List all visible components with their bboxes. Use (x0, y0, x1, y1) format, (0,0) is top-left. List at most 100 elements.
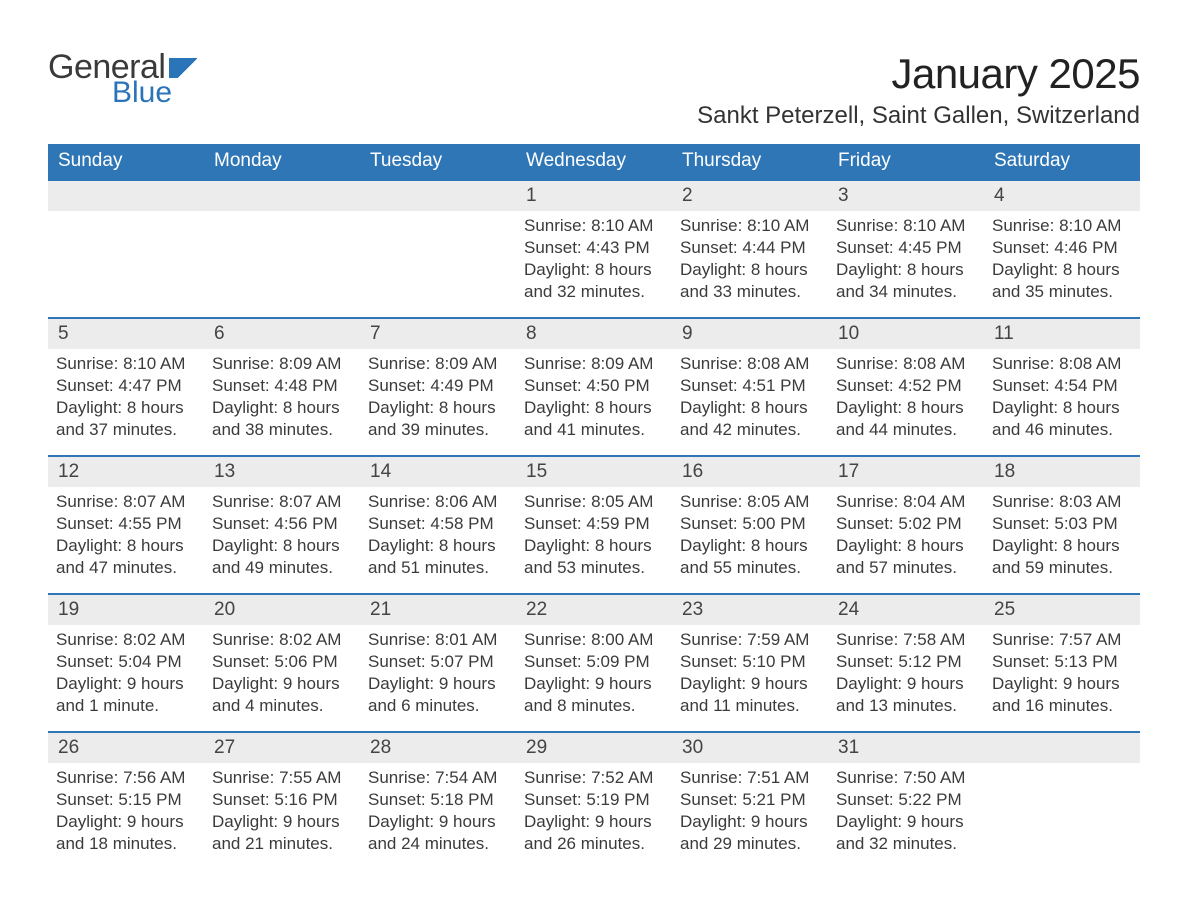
day-cell: 7 Sunrise: 8:09 AM Sunset: 4:49 PM Daylig… (360, 319, 516, 455)
day-cell: 16 Sunrise: 8:05 AM Sunset: 5:00 PM Dayli… (672, 457, 828, 593)
day-cell (360, 181, 516, 317)
day-details: Sunrise: 8:08 AM Sunset: 4:51 PM Dayligh… (680, 353, 820, 440)
day-number: 12 (48, 457, 204, 487)
day-details: Sunrise: 7:57 AM Sunset: 5:13 PM Dayligh… (992, 629, 1132, 716)
day-cell: 24 Sunrise: 7:58 AM Sunset: 5:12 PM Dayli… (828, 595, 984, 731)
day-number: 16 (672, 457, 828, 487)
day-details: Sunrise: 8:07 AM Sunset: 4:55 PM Dayligh… (56, 491, 196, 578)
title-block: January 2025 Sankt Peterzell, Saint Gall… (697, 50, 1140, 130)
weekday-header: Friday (828, 144, 984, 179)
day-details: Sunrise: 8:10 AM Sunset: 4:45 PM Dayligh… (836, 215, 976, 302)
weekday-header: Thursday (672, 144, 828, 179)
day-cell: 5 Sunrise: 8:10 AM Sunset: 4:47 PM Daylig… (48, 319, 204, 455)
logo-word-blue: Blue (112, 78, 197, 108)
week-row: 26 Sunrise: 7:56 AM Sunset: 5:15 PM Dayli… (48, 731, 1140, 869)
month-title: January 2025 (697, 50, 1140, 98)
day-cell: 22 Sunrise: 8:00 AM Sunset: 5:09 PM Dayli… (516, 595, 672, 731)
day-number: 24 (828, 595, 984, 625)
day-details: Sunrise: 8:10 AM Sunset: 4:44 PM Dayligh… (680, 215, 820, 302)
day-number: 25 (984, 595, 1140, 625)
day-number: 31 (828, 733, 984, 763)
day-details: Sunrise: 8:05 AM Sunset: 5:00 PM Dayligh… (680, 491, 820, 578)
day-number: 9 (672, 319, 828, 349)
day-number: 30 (672, 733, 828, 763)
day-number: 2 (672, 181, 828, 211)
day-details: Sunrise: 8:10 AM Sunset: 4:47 PM Dayligh… (56, 353, 196, 440)
weekday-header: Tuesday (360, 144, 516, 179)
day-number: 5 (48, 319, 204, 349)
day-cell: 9 Sunrise: 8:08 AM Sunset: 4:51 PM Daylig… (672, 319, 828, 455)
day-number (984, 733, 1140, 763)
day-details: Sunrise: 8:09 AM Sunset: 4:48 PM Dayligh… (212, 353, 352, 440)
calendar-page: General Blue January 2025 Sankt Peterzel… (0, 0, 1188, 909)
day-cell: 27Sunrise: 7:55 AM Sunset: 5:16 PM Dayli… (204, 733, 360, 869)
day-cell: 4Sunrise: 8:10 AM Sunset: 4:46 PM Daylig… (984, 181, 1140, 317)
day-details: Sunrise: 7:58 AM Sunset: 5:12 PM Dayligh… (836, 629, 976, 716)
weekday-header: Sunday (48, 144, 204, 179)
day-cell: 21Sunrise: 8:01 AM Sunset: 5:07 PM Dayli… (360, 595, 516, 731)
day-number: 15 (516, 457, 672, 487)
week-row: 5 Sunrise: 8:10 AM Sunset: 4:47 PM Daylig… (48, 317, 1140, 455)
day-details: Sunrise: 8:05 AM Sunset: 4:59 PM Dayligh… (524, 491, 664, 578)
weekday-header-row: SundayMondayTuesdayWednesdayThursdayFrid… (48, 144, 1140, 179)
day-cell: 26 Sunrise: 7:56 AM Sunset: 5:15 PM Dayli… (48, 733, 204, 869)
day-details: Sunrise: 7:50 AM Sunset: 5:22 PM Dayligh… (836, 767, 976, 854)
day-cell: 13Sunrise: 8:07 AM Sunset: 4:56 PM Dayli… (204, 457, 360, 593)
day-cell (984, 733, 1140, 869)
day-cell: 20 Sunrise: 8:02 AM Sunset: 5:06 PM Dayli… (204, 595, 360, 731)
day-cell: 31 Sunrise: 7:50 AM Sunset: 5:22 PM Dayli… (828, 733, 984, 869)
day-cell: 2 Sunrise: 8:10 AM Sunset: 4:44 PM Daylig… (672, 181, 828, 317)
week-row: 19Sunrise: 8:02 AM Sunset: 5:04 PM Dayli… (48, 593, 1140, 731)
week-row: 1Sunrise: 8:10 AM Sunset: 4:43 PM Daylig… (48, 179, 1140, 317)
day-number: 20 (204, 595, 360, 625)
day-cell: 18 Sunrise: 8:03 AM Sunset: 5:03 PM Dayli… (984, 457, 1140, 593)
day-number: 14 (360, 457, 516, 487)
day-cell: 1Sunrise: 8:10 AM Sunset: 4:43 PM Daylig… (516, 181, 672, 317)
day-cell: 12 Sunrise: 8:07 AM Sunset: 4:55 PM Dayli… (48, 457, 204, 593)
logo-flag-icon (169, 58, 197, 78)
day-details: Sunrise: 8:07 AM Sunset: 4:56 PM Dayligh… (212, 491, 352, 578)
calendar-grid: SundayMondayTuesdayWednesdayThursdayFrid… (48, 144, 1140, 869)
day-details: Sunrise: 7:56 AM Sunset: 5:15 PM Dayligh… (56, 767, 196, 854)
day-number: 11 (984, 319, 1140, 349)
day-cell (204, 181, 360, 317)
day-cell: 15 Sunrise: 8:05 AM Sunset: 4:59 PM Dayli… (516, 457, 672, 593)
day-details: Sunrise: 8:03 AM Sunset: 5:03 PM Dayligh… (992, 491, 1132, 578)
day-details: Sunrise: 8:00 AM Sunset: 5:09 PM Dayligh… (524, 629, 664, 716)
day-details: Sunrise: 7:59 AM Sunset: 5:10 PM Dayligh… (680, 629, 820, 716)
day-details: Sunrise: 8:08 AM Sunset: 4:54 PM Dayligh… (992, 353, 1132, 440)
day-details: Sunrise: 8:10 AM Sunset: 4:43 PM Dayligh… (524, 215, 664, 302)
day-number: 23 (672, 595, 828, 625)
day-details: Sunrise: 8:09 AM Sunset: 4:50 PM Dayligh… (524, 353, 664, 440)
day-number: 26 (48, 733, 204, 763)
day-cell (48, 181, 204, 317)
day-number: 7 (360, 319, 516, 349)
day-number (204, 181, 360, 211)
day-details: Sunrise: 7:51 AM Sunset: 5:21 PM Dayligh… (680, 767, 820, 854)
day-number: 22 (516, 595, 672, 625)
day-cell: 11 Sunrise: 8:08 AM Sunset: 4:54 PM Dayli… (984, 319, 1140, 455)
day-cell: 17Sunrise: 8:04 AM Sunset: 5:02 PM Dayli… (828, 457, 984, 593)
day-number: 18 (984, 457, 1140, 487)
day-number: 10 (828, 319, 984, 349)
day-cell: 6Sunrise: 8:09 AM Sunset: 4:48 PM Daylig… (204, 319, 360, 455)
day-number (360, 181, 516, 211)
day-details: Sunrise: 8:04 AM Sunset: 5:02 PM Dayligh… (836, 491, 976, 578)
week-row: 12 Sunrise: 8:07 AM Sunset: 4:55 PM Dayli… (48, 455, 1140, 593)
day-number: 8 (516, 319, 672, 349)
day-details: Sunrise: 8:02 AM Sunset: 5:06 PM Dayligh… (212, 629, 352, 716)
day-cell: 3Sunrise: 8:10 AM Sunset: 4:45 PM Daylig… (828, 181, 984, 317)
day-number: 29 (516, 733, 672, 763)
day-number: 27 (204, 733, 360, 763)
day-cell: 30 Sunrise: 7:51 AM Sunset: 5:21 PM Dayli… (672, 733, 828, 869)
day-cell: 25 Sunrise: 7:57 AM Sunset: 5:13 PM Dayli… (984, 595, 1140, 731)
day-number: 28 (360, 733, 516, 763)
day-details: Sunrise: 7:52 AM Sunset: 5:19 PM Dayligh… (524, 767, 664, 854)
day-details: Sunrise: 8:09 AM Sunset: 4:49 PM Dayligh… (368, 353, 508, 440)
day-details: Sunrise: 7:54 AM Sunset: 5:18 PM Dayligh… (368, 767, 508, 854)
day-cell: 10 Sunrise: 8:08 AM Sunset: 4:52 PM Dayli… (828, 319, 984, 455)
day-details: Sunrise: 8:08 AM Sunset: 4:52 PM Dayligh… (836, 353, 976, 440)
logo: General Blue (48, 50, 197, 108)
day-number: 4 (984, 181, 1140, 211)
header: General Blue January 2025 Sankt Peterzel… (48, 50, 1140, 130)
